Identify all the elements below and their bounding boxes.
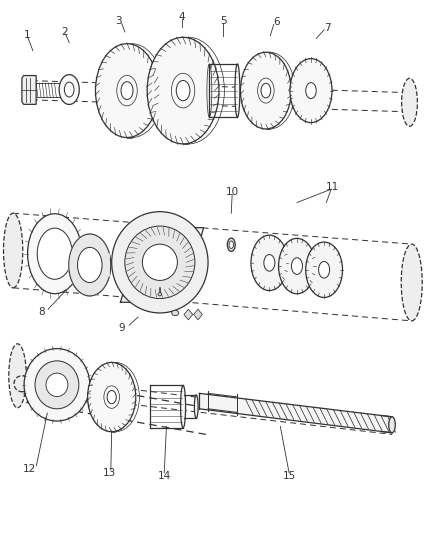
Text: 5: 5 [220, 17, 227, 26]
Ellipse shape [389, 417, 395, 433]
Ellipse shape [35, 361, 79, 409]
Ellipse shape [194, 395, 198, 418]
Ellipse shape [290, 59, 332, 123]
Polygon shape [120, 228, 204, 302]
Ellipse shape [125, 226, 195, 298]
Ellipse shape [229, 241, 233, 248]
Ellipse shape [69, 234, 111, 296]
Text: 4: 4 [178, 12, 185, 22]
Ellipse shape [14, 376, 30, 392]
Polygon shape [194, 309, 202, 320]
Polygon shape [22, 76, 36, 104]
Text: 6: 6 [273, 18, 280, 27]
Text: 8: 8 [38, 307, 45, 317]
Text: 11: 11 [325, 182, 339, 191]
Ellipse shape [291, 258, 303, 274]
Ellipse shape [95, 44, 159, 138]
Ellipse shape [28, 214, 82, 294]
Ellipse shape [240, 52, 291, 129]
Text: 7: 7 [324, 23, 331, 33]
Ellipse shape [227, 238, 235, 252]
Ellipse shape [107, 391, 116, 403]
Ellipse shape [64, 82, 74, 97]
Text: 12: 12 [23, 464, 36, 474]
Ellipse shape [264, 255, 275, 271]
Ellipse shape [9, 344, 26, 408]
Text: 13: 13 [103, 469, 116, 478]
Polygon shape [199, 393, 392, 433]
Polygon shape [184, 309, 193, 320]
Text: 10: 10 [226, 187, 239, 197]
Ellipse shape [142, 244, 177, 280]
Ellipse shape [306, 242, 343, 297]
Ellipse shape [158, 293, 162, 296]
Ellipse shape [401, 244, 422, 321]
Ellipse shape [402, 78, 417, 126]
Ellipse shape [172, 310, 179, 316]
Ellipse shape [37, 228, 72, 279]
Ellipse shape [318, 262, 330, 278]
Ellipse shape [78, 247, 102, 282]
Ellipse shape [176, 80, 190, 101]
Ellipse shape [46, 373, 68, 397]
Text: 1: 1 [24, 30, 31, 39]
Ellipse shape [112, 212, 208, 313]
Text: 9: 9 [118, 323, 125, 333]
Ellipse shape [180, 385, 186, 428]
Ellipse shape [121, 82, 133, 100]
Ellipse shape [147, 37, 219, 144]
Text: 2: 2 [61, 27, 68, 37]
Text: 15: 15 [283, 471, 296, 481]
Text: 3: 3 [115, 17, 122, 26]
Ellipse shape [4, 213, 23, 288]
Ellipse shape [59, 75, 79, 104]
Ellipse shape [306, 83, 316, 99]
Text: 14: 14 [158, 471, 171, 481]
Ellipse shape [261, 83, 271, 98]
Ellipse shape [279, 238, 315, 294]
Ellipse shape [88, 362, 136, 432]
Ellipse shape [24, 349, 90, 421]
Polygon shape [69, 234, 109, 296]
Ellipse shape [235, 64, 240, 117]
Ellipse shape [251, 235, 288, 290]
